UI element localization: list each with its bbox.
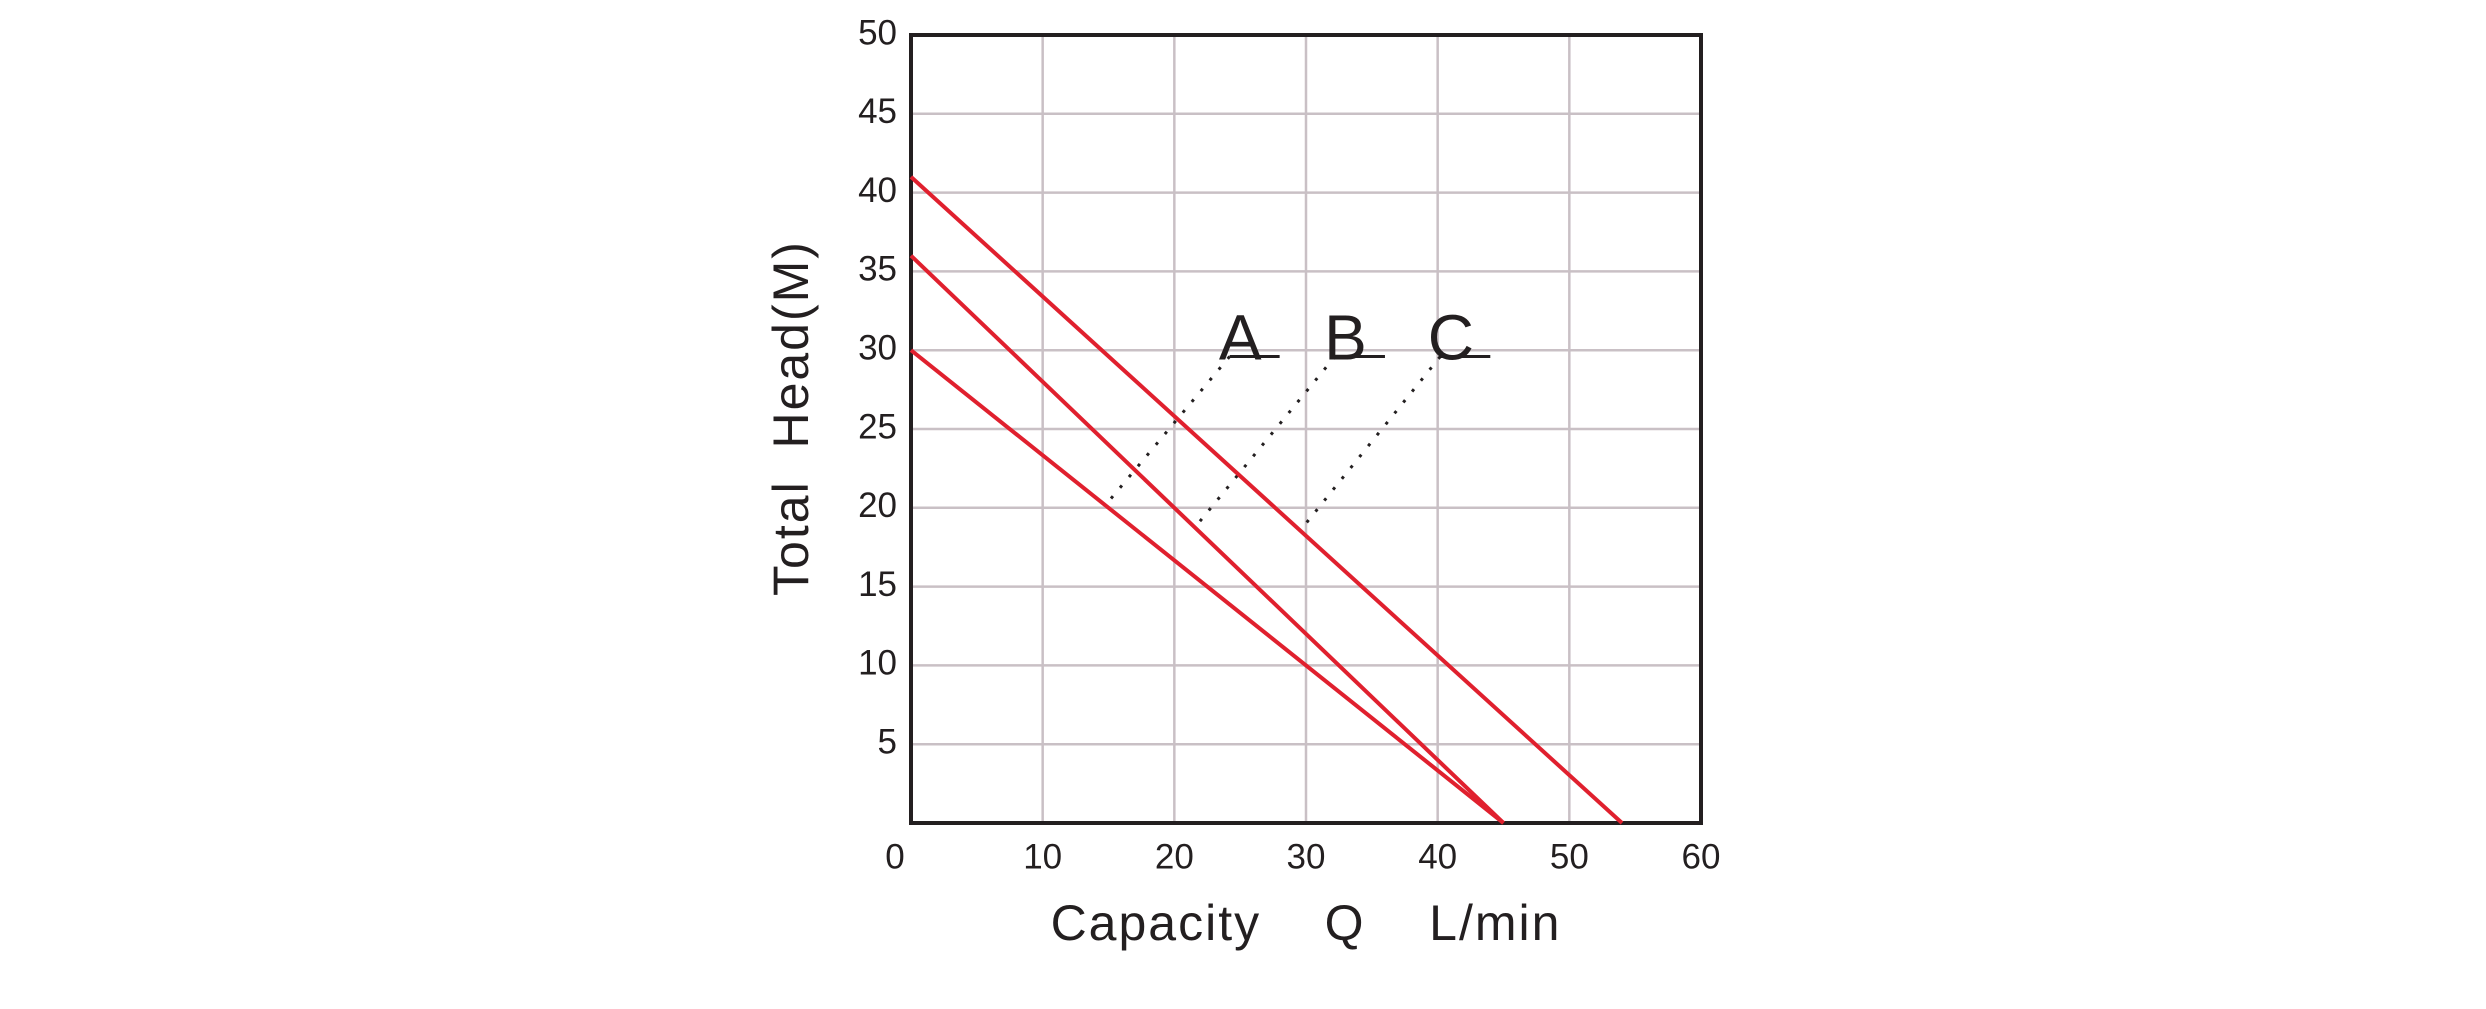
y-tick-label: 50 — [858, 13, 897, 52]
y-tick-label: 10 — [858, 644, 897, 683]
x-tick-label: 60 — [1682, 837, 1721, 876]
x-tick-label: 50 — [1550, 837, 1589, 876]
y-tick-label: 35 — [858, 250, 897, 289]
y-tick-label: 40 — [858, 171, 897, 210]
y-tick-label: 30 — [858, 328, 897, 367]
series-label: A — [1219, 301, 1262, 373]
x-axis-title: Capacity Q L/min — [1051, 895, 1562, 951]
x-tick-label: 0 — [885, 837, 904, 876]
y-tick-label: 25 — [858, 407, 897, 446]
x-tick-label: 30 — [1287, 837, 1326, 876]
y-tick-label: 15 — [858, 565, 897, 604]
y-tick-label: 5 — [878, 722, 897, 761]
series-line — [909, 254, 1505, 825]
x-tick-label: 10 — [1023, 837, 1062, 876]
series-label: B — [1324, 301, 1367, 373]
series-line — [909, 348, 1505, 825]
x-tick-label: 40 — [1418, 837, 1457, 876]
plot-frame — [909, 33, 1703, 825]
series-line — [909, 175, 1624, 825]
y-axis-title: Total Head(M) — [763, 240, 819, 596]
leader-line — [1299, 355, 1442, 531]
series-label: C — [1428, 301, 1474, 373]
y-tick-label: 45 — [858, 92, 897, 131]
y-tick-label: 20 — [858, 486, 897, 525]
x-tick-label: 20 — [1155, 837, 1194, 876]
